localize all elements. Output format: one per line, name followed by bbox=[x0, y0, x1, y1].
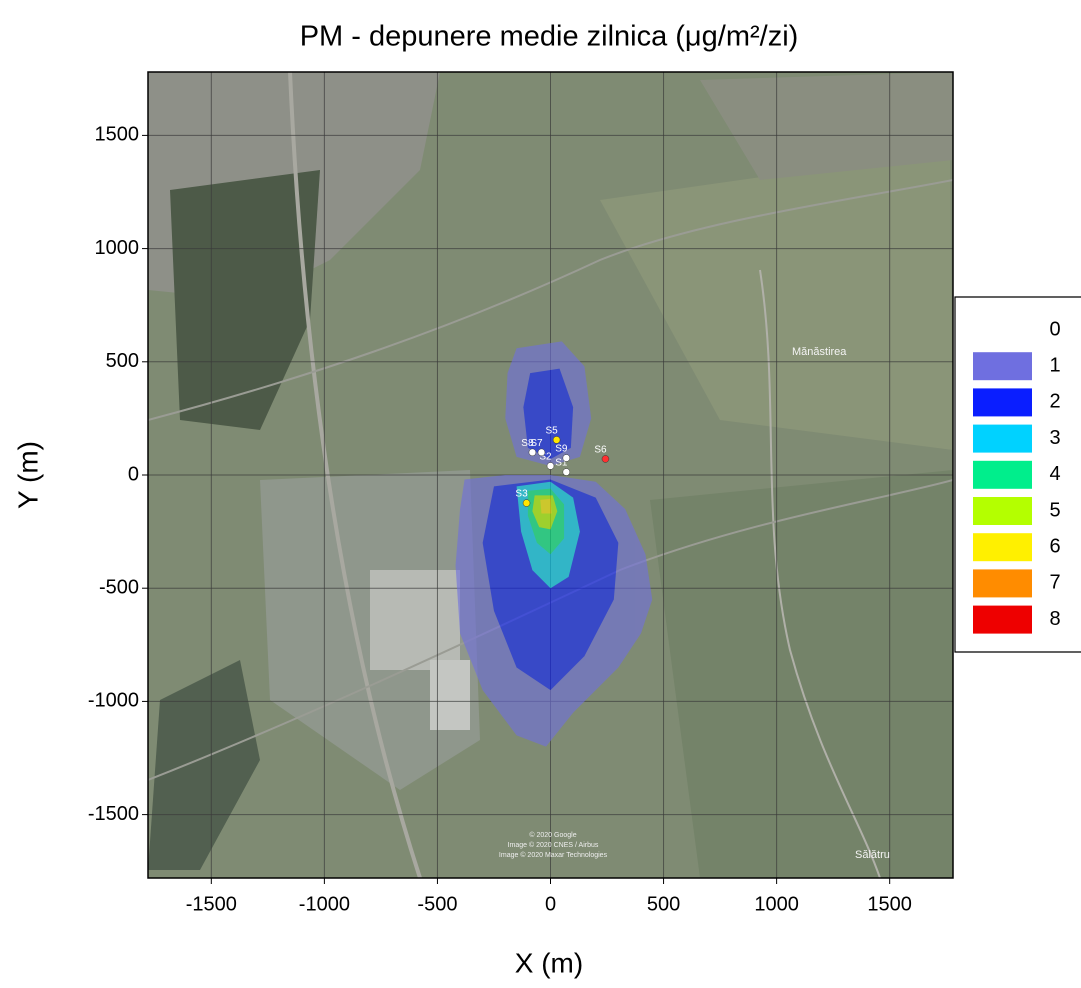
legend-label: 0 bbox=[1049, 318, 1060, 340]
source-label: S5 bbox=[545, 426, 558, 437]
source-marker bbox=[563, 469, 570, 476]
page: {"chart_data": { "type": "contour", "tit… bbox=[0, 0, 1081, 988]
chart-title: PM - depunere medie zilnica (μg/m²/zi) bbox=[300, 21, 799, 53]
legend-label: 7 bbox=[1049, 572, 1060, 594]
x-tick-label: -1500 bbox=[186, 893, 237, 915]
legend-swatch bbox=[973, 352, 1032, 380]
source-label: S8 bbox=[521, 438, 534, 449]
legend-swatch bbox=[973, 425, 1032, 453]
x-tick-label: 1500 bbox=[867, 893, 912, 915]
x-tick-label: 1000 bbox=[754, 893, 799, 915]
map-label: Mănăstirea bbox=[792, 346, 847, 358]
attribution: Image © 2020 CNES / Airbus bbox=[508, 841, 599, 849]
y-tick-label: 1500 bbox=[95, 124, 140, 146]
legend-swatch bbox=[973, 569, 1032, 597]
y-tick-label: -1500 bbox=[88, 803, 139, 825]
y-axis-label: Y (m) bbox=[12, 441, 43, 509]
source-marker bbox=[553, 436, 560, 443]
legend-swatch bbox=[973, 497, 1032, 525]
legend: 0 1 2 3 4 5 6 7 8 bbox=[955, 297, 1081, 652]
contour-region bbox=[540, 499, 551, 514]
legend-label: 1 bbox=[1049, 354, 1060, 376]
y-tick-label: 500 bbox=[106, 350, 139, 372]
source-label: S3 bbox=[515, 489, 528, 500]
source-marker bbox=[529, 449, 536, 456]
x-axis-label: X (m) bbox=[515, 947, 583, 978]
legend-label: 6 bbox=[1049, 535, 1060, 557]
attribution: Image © 2020 Maxar Technologies bbox=[499, 851, 608, 859]
legend-label: 8 bbox=[1049, 608, 1060, 630]
legend-label: 2 bbox=[1049, 391, 1060, 413]
source-marker bbox=[538, 449, 545, 456]
legend-swatch bbox=[973, 533, 1032, 561]
source-marker bbox=[563, 455, 570, 462]
map-label: Sălătru bbox=[855, 849, 890, 861]
chart: PM - depunere medie zilnica (μg/m²/zi) S… bbox=[0, 0, 1081, 983]
y-tick-label: 0 bbox=[128, 463, 139, 485]
y-tick-label: -500 bbox=[99, 576, 139, 598]
x-tick-label: -1000 bbox=[299, 893, 350, 915]
x-tick-label: -500 bbox=[417, 893, 457, 915]
attribution: © 2020 Google bbox=[529, 831, 576, 839]
legend-swatch bbox=[973, 461, 1032, 489]
legend-swatch bbox=[973, 388, 1032, 416]
y-tick-label: -1000 bbox=[88, 690, 139, 712]
legend-label: 5 bbox=[1049, 499, 1060, 521]
source-marker bbox=[547, 462, 554, 469]
legend-label: 3 bbox=[1049, 427, 1060, 449]
source-marker bbox=[602, 455, 609, 462]
source-label: S6 bbox=[594, 445, 607, 456]
x-tick-label: 500 bbox=[647, 893, 680, 915]
source-marker bbox=[523, 500, 530, 507]
y-tick-label: 1000 bbox=[95, 237, 140, 259]
legend-label: 4 bbox=[1049, 463, 1060, 485]
source-label: S9 bbox=[555, 444, 568, 455]
legend-swatch bbox=[973, 606, 1032, 634]
x-tick-label: 0 bbox=[545, 893, 556, 915]
